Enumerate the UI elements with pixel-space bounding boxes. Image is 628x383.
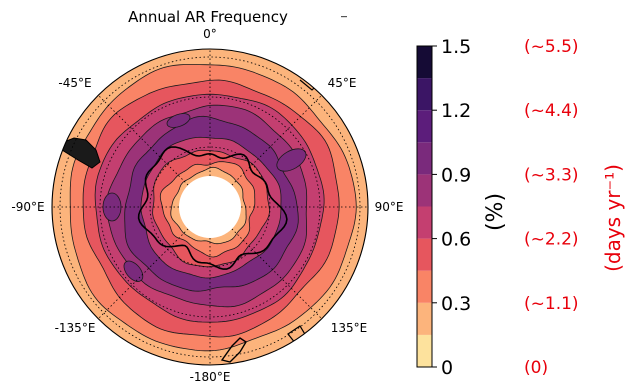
colorbar-segment bbox=[417, 174, 432, 207]
colorbar-secondary-tick-label: (~4.4) bbox=[524, 101, 579, 121]
colorbar-secondary-tick-label: (~1.1) bbox=[524, 294, 579, 314]
colorbar bbox=[416, 45, 433, 368]
colorbar-secondary-ticks: (0) (~1.1) (~2.2) (~3.3) (~4.4) (~5.5) bbox=[524, 37, 579, 378]
colorbar-label: (%) bbox=[483, 193, 508, 231]
longitude-label: -45°E bbox=[58, 76, 91, 90]
colorbar-tick-label: 0.9 bbox=[441, 164, 471, 186]
pole-mask bbox=[179, 176, 241, 238]
colorbar-segment bbox=[417, 78, 432, 111]
new-zealand-coastline bbox=[220, 337, 247, 363]
colorbar-secondary-tick-label: (~3.3) bbox=[524, 165, 579, 185]
longitude-label: 0° bbox=[203, 27, 217, 41]
colorbar-segment bbox=[417, 46, 432, 79]
colorbar-secondary-tick-label: (~2.2) bbox=[524, 230, 579, 250]
colorbar-ticks: 0 0.3 0.6 0.9 1.2 1.5 bbox=[432, 36, 471, 379]
latitude-circle bbox=[99, 96, 321, 318]
meridian-line bbox=[97, 228, 189, 320]
colorbar-tick-label: 0 bbox=[441, 357, 453, 379]
colorbar-segment bbox=[417, 270, 432, 303]
longitude-label: 135°E bbox=[331, 321, 368, 335]
colorbar-segment bbox=[417, 206, 432, 239]
local-maximum-blob bbox=[166, 113, 191, 128]
longitude-label: -180°E bbox=[190, 370, 231, 383]
meridian-line bbox=[97, 94, 189, 186]
colorbar-frame bbox=[416, 45, 433, 368]
meridian-line bbox=[231, 228, 323, 320]
colorbar-segment bbox=[417, 142, 432, 175]
graticule bbox=[52, 49, 368, 365]
colorbar-segment bbox=[417, 302, 432, 335]
colorbar-secondary-tick-label: (0) bbox=[524, 358, 548, 378]
longitude-label: -90°E bbox=[11, 200, 44, 214]
map-boundary bbox=[51, 48, 369, 366]
longitude-label: 90°E bbox=[375, 200, 404, 214]
colorbar-tick-label: 0.3 bbox=[441, 293, 471, 315]
local-maxima bbox=[102, 113, 307, 282]
colorbar-segment bbox=[417, 238, 432, 271]
longitude-labels: 0° 45°E 90°E 135°E -180°E -135°E -90°E -45°E bbox=[11, 27, 403, 383]
local-maximum-blob bbox=[123, 260, 144, 282]
meridian-line bbox=[231, 94, 323, 186]
colorbar-segment bbox=[417, 110, 432, 143]
colorbar-secondary-tick-label: (~5.5) bbox=[524, 37, 579, 57]
longitude-label: 45°E bbox=[328, 76, 357, 90]
colorbar-segment bbox=[417, 334, 432, 367]
colorbar-tick-label: 0.6 bbox=[441, 229, 471, 251]
longitude-label: -135°E bbox=[55, 321, 96, 335]
chart-title: Annual AR Frequency bbox=[128, 8, 288, 26]
latitude-circle bbox=[59, 56, 361, 358]
polar-map bbox=[52, 49, 368, 365]
south-america-coastline bbox=[61, 137, 101, 169]
colorbar-tick-label: 1.2 bbox=[441, 100, 471, 122]
title-dash-mark bbox=[341, 16, 347, 18]
colorbar-secondary-label: (days yr⁻¹) bbox=[601, 164, 625, 272]
colorbar-tick-label: 1.5 bbox=[441, 36, 471, 58]
